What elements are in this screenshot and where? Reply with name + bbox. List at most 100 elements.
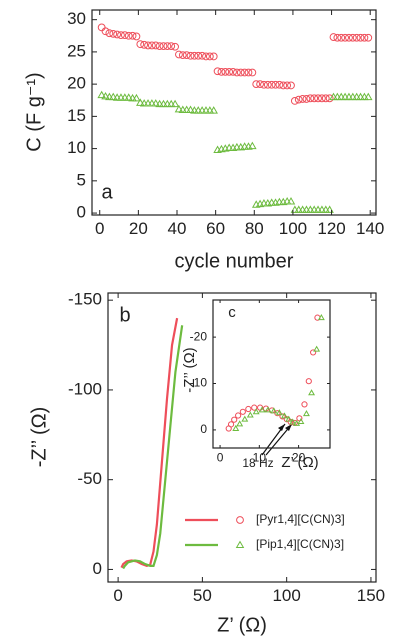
marker xyxy=(170,99,180,108)
x-tick-label: 40 xyxy=(168,219,187,238)
marker xyxy=(124,31,133,40)
marker xyxy=(190,51,199,60)
marker xyxy=(124,93,133,101)
line xyxy=(122,325,184,570)
marker xyxy=(235,412,242,419)
legend-marker xyxy=(235,540,245,549)
marker xyxy=(178,51,187,60)
marker xyxy=(252,80,261,89)
marker xyxy=(310,349,317,356)
marker xyxy=(258,406,266,413)
marker xyxy=(293,419,301,426)
y-tick-label: -100 xyxy=(68,379,102,398)
marker xyxy=(348,33,357,42)
x-tick-label: 80 xyxy=(245,219,264,238)
marker xyxy=(240,68,249,77)
x-tick-label: 0 xyxy=(113,586,122,605)
marker xyxy=(275,80,284,89)
y-tick-label: 30 xyxy=(67,9,86,28)
marker xyxy=(297,417,305,425)
panel-label: c xyxy=(228,304,236,321)
marker xyxy=(241,415,249,422)
y-tick-label: -10 xyxy=(190,376,208,390)
legend-label: [Pip1,4][C(CN)3] xyxy=(256,537,344,551)
y-tick-label: 20 xyxy=(67,74,86,93)
y-tick-label: 15 xyxy=(67,106,86,125)
marker xyxy=(155,42,164,51)
marker xyxy=(244,68,253,77)
marker xyxy=(232,68,241,77)
y-tick-label: 0 xyxy=(200,422,207,436)
marker xyxy=(174,104,184,113)
marker xyxy=(108,92,118,101)
marker xyxy=(225,67,234,76)
marker xyxy=(333,33,342,42)
x-tick-label: 10 xyxy=(253,450,267,464)
panel-label: b xyxy=(119,304,130,326)
marker xyxy=(287,81,295,90)
marker xyxy=(245,405,252,413)
legend-marker xyxy=(236,516,244,524)
marker xyxy=(221,67,230,76)
plot-group xyxy=(225,314,325,432)
marker xyxy=(213,67,222,76)
y-tick-label: 10 xyxy=(67,138,86,157)
panel-label: a xyxy=(101,181,113,203)
arrow-head xyxy=(278,424,285,431)
marker xyxy=(306,94,315,103)
marker xyxy=(205,52,214,61)
marker xyxy=(337,33,346,42)
y-tick-label: -150 xyxy=(68,290,102,309)
marker xyxy=(109,29,118,38)
plot-group xyxy=(97,23,373,213)
marker xyxy=(321,94,330,103)
marker xyxy=(159,42,168,51)
marker xyxy=(286,197,296,205)
marker xyxy=(136,40,145,49)
marker xyxy=(246,411,254,418)
marker xyxy=(263,80,272,89)
marker xyxy=(260,80,268,89)
marker xyxy=(345,33,353,42)
marker xyxy=(290,96,299,105)
marker xyxy=(341,33,349,42)
marker xyxy=(256,80,264,89)
marker xyxy=(364,92,373,101)
x-tick-label: 0 xyxy=(95,219,104,238)
marker xyxy=(289,418,297,425)
marker xyxy=(101,27,110,36)
marker xyxy=(151,41,160,50)
annotation: 18 Hz xyxy=(242,456,273,470)
legend-label: [Pyr1,4][C(CN)3] xyxy=(256,512,345,526)
marker xyxy=(325,205,334,213)
x-tick-label: 140 xyxy=(356,219,384,238)
x-tick-label: 20 xyxy=(129,219,148,238)
marker xyxy=(305,378,312,385)
x-tick-label: 120 xyxy=(317,219,345,238)
x-axis-title: Z’ (Ω) xyxy=(281,454,318,471)
y-tick-label: 25 xyxy=(67,41,86,60)
marker xyxy=(271,80,280,89)
x-axis-title: Z’ (Ω) xyxy=(217,614,267,636)
marker xyxy=(128,31,137,40)
marker xyxy=(229,67,237,76)
x-tick-label: 20 xyxy=(292,450,306,464)
marker xyxy=(198,51,207,60)
marker xyxy=(194,51,203,60)
y-axis-title: -Z’’ (Ω) xyxy=(181,347,198,392)
marker xyxy=(252,408,260,415)
marker xyxy=(279,81,288,90)
marker xyxy=(182,51,191,60)
marker xyxy=(248,141,257,150)
marker xyxy=(264,406,272,413)
x-tick-label: 100 xyxy=(279,219,307,238)
marker xyxy=(248,68,257,77)
marker xyxy=(231,416,238,423)
marker xyxy=(356,33,365,42)
x-tick-label: 50 xyxy=(193,586,212,605)
marker xyxy=(298,95,307,103)
marker xyxy=(325,94,334,103)
marker xyxy=(151,99,161,107)
marker xyxy=(301,401,308,408)
